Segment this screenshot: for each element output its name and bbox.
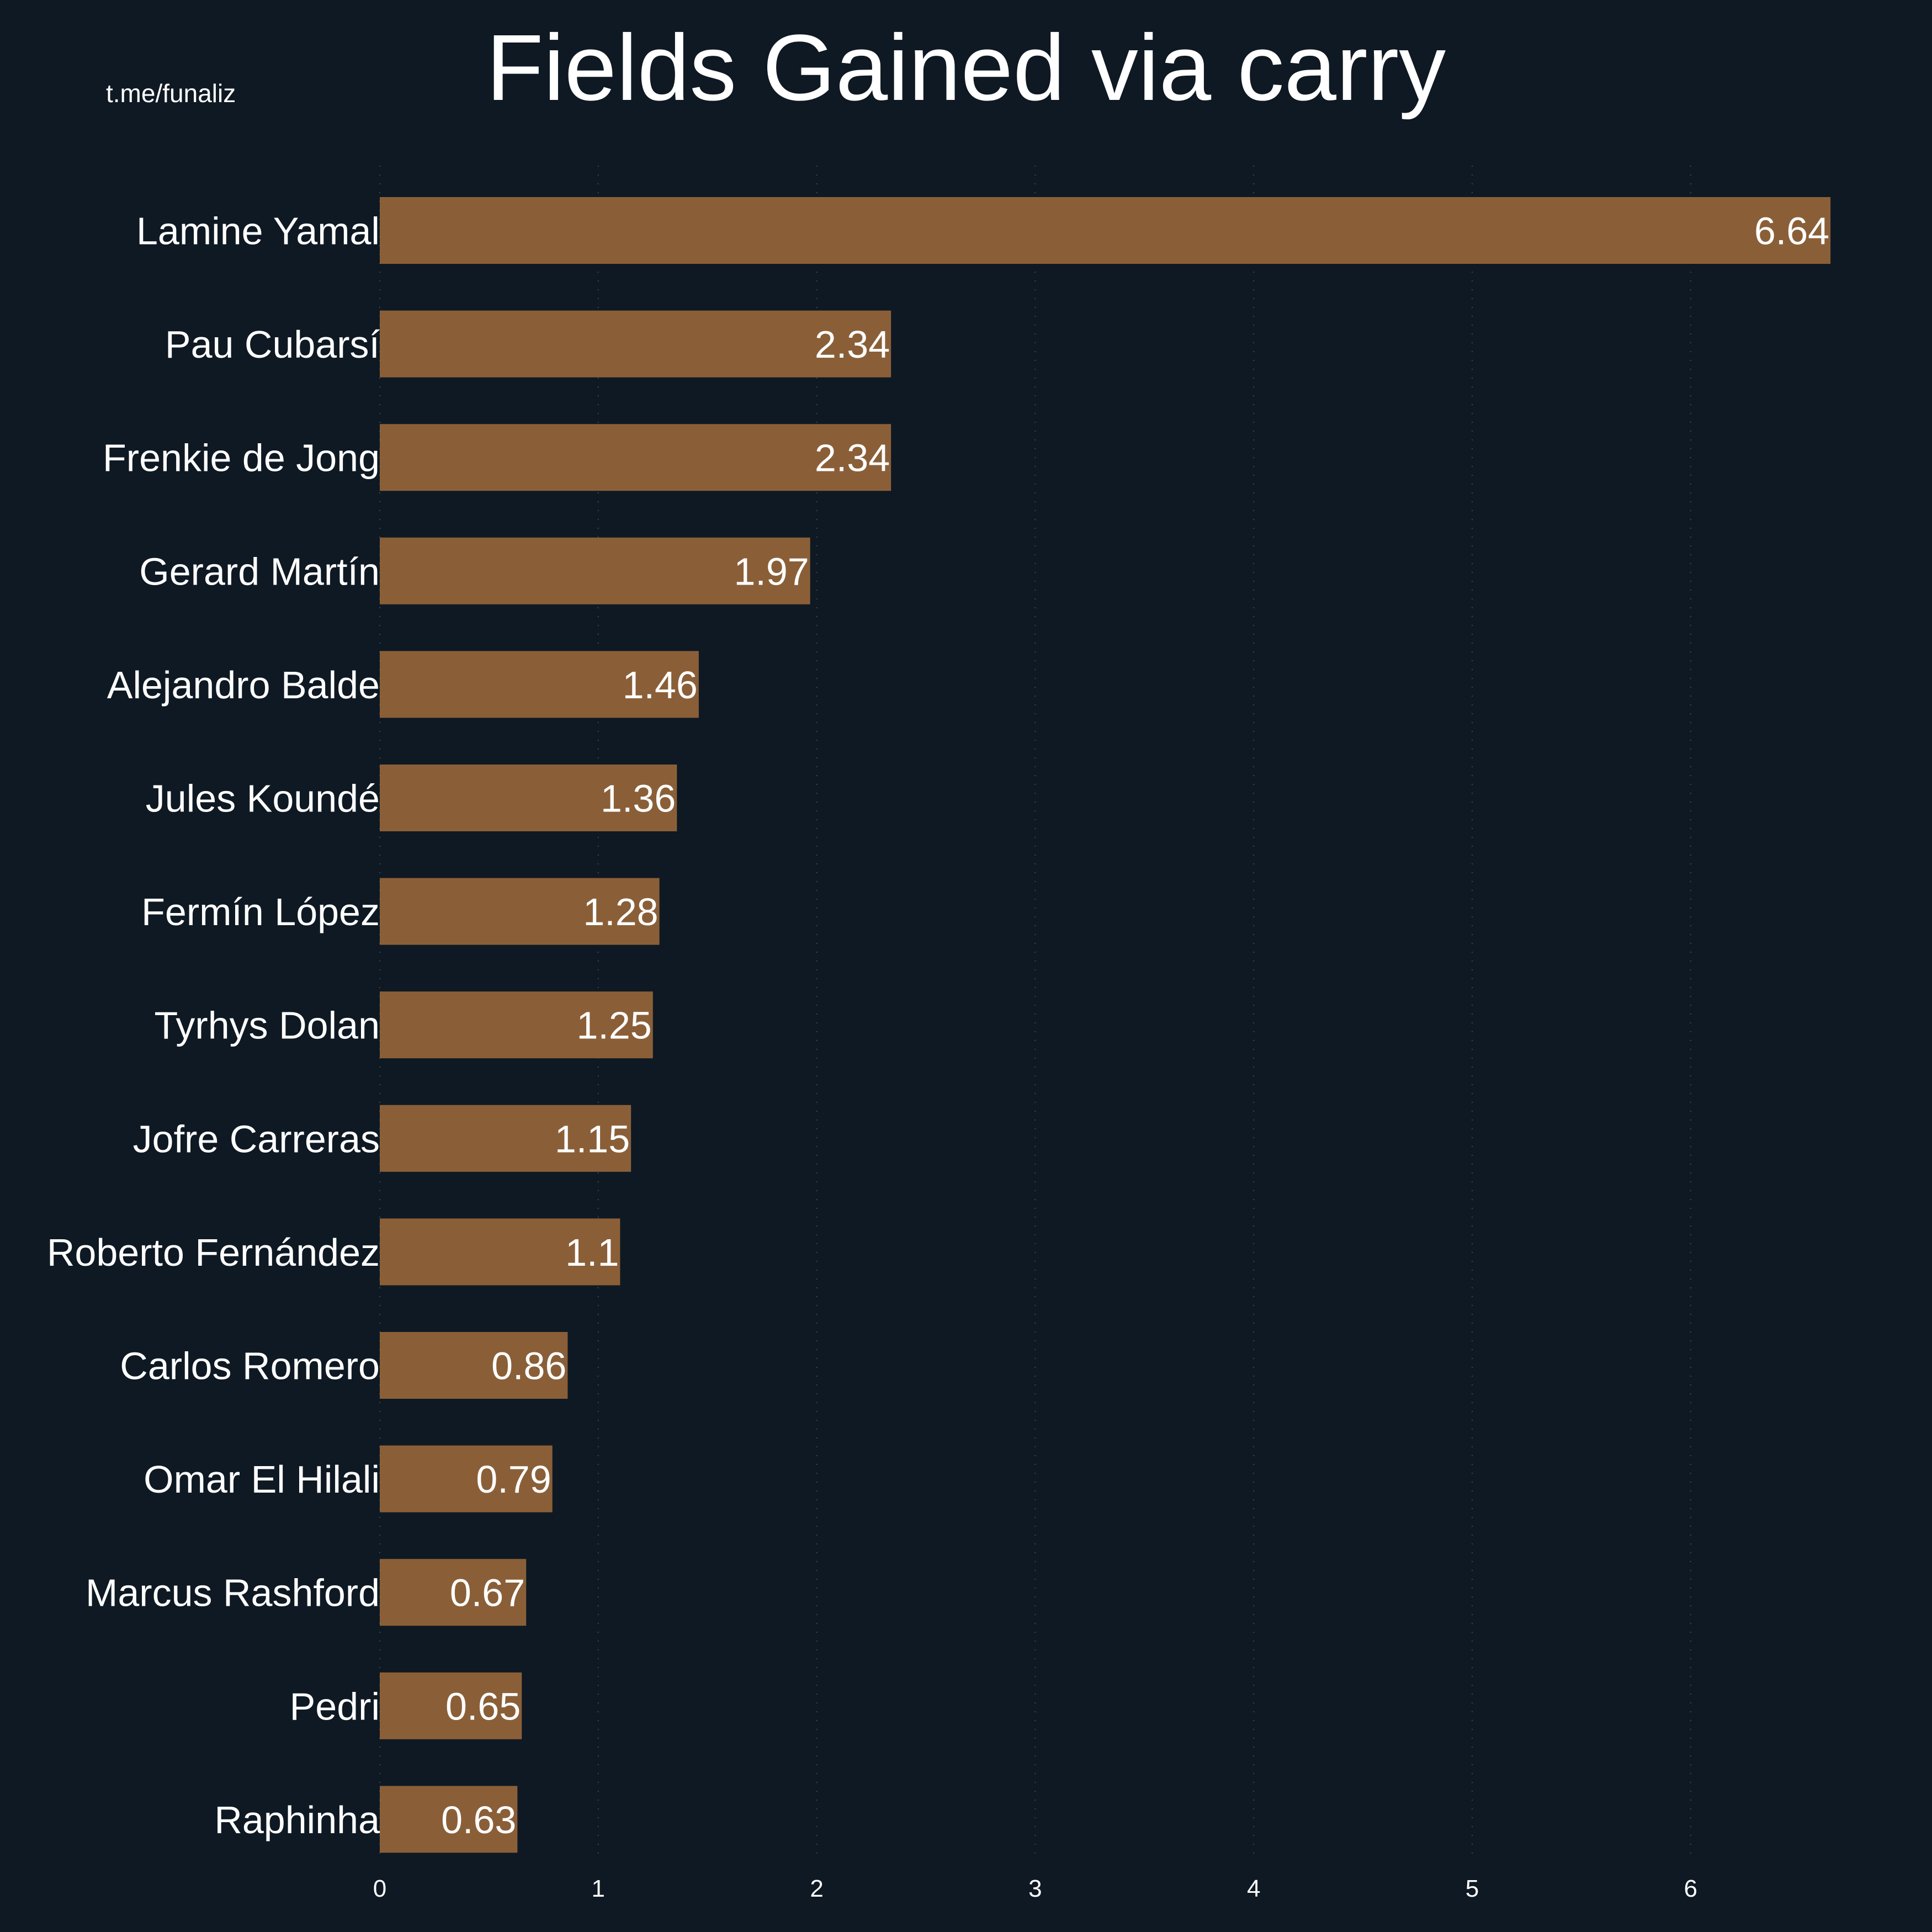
category-label: Raphinha: [214, 1798, 380, 1841]
x-axis-ticks: 0 1 2 3 4 5 6: [373, 1875, 1697, 1902]
bar: [380, 1445, 553, 1512]
category-label: Frenkie de Jong: [103, 437, 380, 480]
bar: [380, 424, 891, 491]
category-label: Tyrhys Dolan: [155, 1004, 380, 1047]
bar: [380, 1218, 620, 1286]
bar: [380, 765, 677, 831]
bar: [380, 878, 660, 945]
category-label: Jofre Carreras: [133, 1117, 380, 1160]
value-label: 0.79: [476, 1458, 551, 1501]
bar: [380, 197, 1831, 264]
value-label: 1.15: [555, 1117, 630, 1160]
bar: [380, 1786, 518, 1853]
value-label: 0.63: [441, 1798, 516, 1841]
category-label: Alejandro Balde: [107, 664, 380, 707]
value-label: 0.67: [450, 1572, 525, 1615]
category-label: Pedri: [290, 1685, 380, 1728]
category-label: Marcus Rashford: [86, 1572, 380, 1615]
value-labels: 6.64 2.34 2.34 1.97 1.46 1.36 1.28 1.25 1.15 1.1 0…: [441, 210, 1829, 1841]
x-tick-label: 3: [1028, 1875, 1042, 1902]
x-tick-label: 5: [1466, 1875, 1479, 1902]
category-label: Pau Cubarsí: [165, 323, 380, 366]
bar: [380, 1672, 522, 1739]
category-label: Fermín López: [141, 890, 380, 933]
chart-title: Fields Gained via carry: [486, 15, 1446, 120]
category-label: Roberto Fernández: [47, 1231, 380, 1274]
value-label: 1.46: [623, 664, 698, 707]
value-label: 0.65: [445, 1685, 521, 1728]
category-label: Carlos Romero: [120, 1345, 380, 1388]
x-tick-label: 2: [810, 1875, 823, 1902]
value-label: 1.1: [565, 1231, 619, 1274]
value-label: 1.28: [583, 890, 658, 933]
bar: [380, 651, 699, 718]
bar: [380, 310, 891, 378]
bar: [380, 537, 810, 604]
value-label: 1.25: [577, 1004, 652, 1047]
category-label: Jules Koundé: [146, 777, 380, 820]
value-label: 6.64: [1754, 210, 1829, 253]
value-label: 0.86: [491, 1345, 566, 1388]
bar: [380, 1105, 631, 1172]
bar: [380, 1332, 568, 1399]
x-tick-label: 4: [1247, 1875, 1260, 1902]
bar: [380, 991, 653, 1059]
bars: [380, 197, 1831, 1853]
value-label: 2.34: [815, 437, 890, 480]
value-label: 1.36: [601, 777, 676, 820]
bar: [380, 1559, 527, 1626]
watermark: t.me/funaliz: [106, 79, 236, 108]
category-label: Gerard Martín: [139, 550, 380, 593]
y-axis-labels: Lamine Yamal Pau Cubarsí Frenkie de Jong Ge…: [47, 210, 380, 1841]
x-tick-label: 1: [592, 1875, 605, 1902]
category-label: Omar El Hilali: [144, 1458, 380, 1501]
x-tick-label: 6: [1684, 1875, 1697, 1902]
value-label: 2.34: [815, 323, 890, 366]
category-label: Lamine Yamal: [136, 210, 380, 253]
value-label: 1.97: [734, 550, 809, 593]
x-tick-label: 0: [373, 1875, 386, 1902]
